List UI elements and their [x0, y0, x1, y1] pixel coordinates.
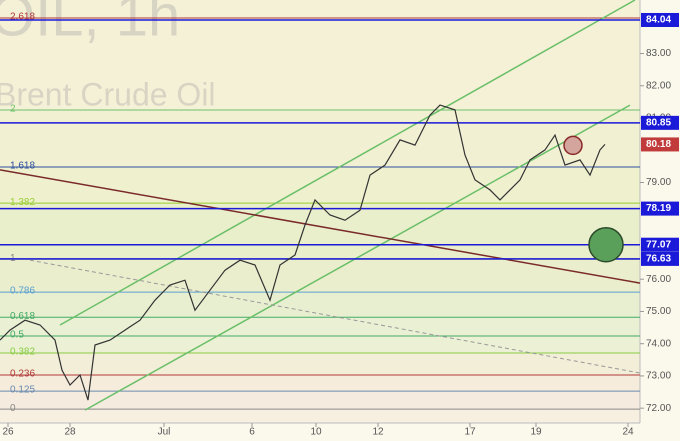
fib-band	[0, 317, 640, 336]
key-level-tag	[641, 251, 679, 266]
trend-line	[29, 259, 641, 374]
x-tick-label: 19	[530, 427, 542, 438]
fib-label: 0.5	[10, 330, 24, 341]
fib-band	[0, 353, 640, 375]
fib-label: 0.786	[10, 286, 35, 297]
fib-label: 0.125	[10, 385, 35, 396]
key-level-label: 78.19	[646, 203, 671, 214]
y-tick-label: 75.00	[646, 306, 671, 317]
key-level-tag	[641, 12, 679, 27]
marker-circle	[563, 135, 583, 156]
fib-band	[0, 391, 640, 410]
fib-label: 2	[10, 104, 16, 115]
x-tick-label: Jul	[158, 427, 171, 438]
x-tick-label: 12	[372, 427, 384, 438]
key-level-tag	[641, 237, 679, 252]
fib-label: 0.618	[10, 311, 35, 322]
fib-band	[0, 335, 640, 354]
x-tick-label: 6	[249, 427, 255, 438]
fib-label: 2.618	[10, 12, 35, 23]
key-level-label: 76.63	[646, 254, 671, 265]
watermark-subtitle: Brent Crude Oil	[0, 76, 216, 112]
x-tick-label: 17	[464, 427, 476, 438]
fib-band	[0, 109, 640, 168]
y-tick-label: 76.00	[646, 274, 671, 285]
key-level-tag	[641, 115, 679, 130]
key-level-tag	[641, 201, 679, 216]
key-level-label: 77.07	[646, 239, 671, 250]
last-price-tag	[641, 137, 679, 152]
marker-circle	[588, 226, 624, 263]
fib-label: 1.618	[10, 161, 35, 172]
fib-band	[0, 167, 640, 204]
price-line	[0, 104, 606, 401]
last-price-label: 80.18	[646, 139, 671, 150]
watermark-title: OIL, 1h	[0, 0, 180, 48]
y-tick-label: 83.00	[646, 48, 671, 59]
fib-label: 1.382	[10, 197, 35, 208]
x-tick-label: 26	[2, 427, 14, 438]
trend-line	[84, 104, 631, 411]
fib-band	[0, 374, 640, 392]
y-tick-label: 72.00	[646, 403, 671, 414]
x-tick-label: 10	[310, 427, 322, 438]
y-tick-label: 73.00	[646, 371, 671, 382]
trend-line	[59, 0, 636, 326]
fib-band	[0, 259, 640, 293]
fib-label: 0	[10, 403, 16, 414]
fib-band	[0, 203, 640, 260]
key-level-label: 84.04	[646, 15, 671, 26]
x-tick-label: 24	[622, 427, 634, 438]
y-tick-label: 79.00	[646, 177, 671, 188]
y-tick-label: 82.00	[646, 80, 671, 91]
x-tick-label: 28	[64, 427, 76, 438]
fib-band	[0, 409, 640, 423]
trend-line	[0, 169, 641, 284]
fib-label: 0.382	[10, 347, 35, 358]
key-level-label: 80.85	[646, 117, 671, 128]
fib-label: 0.236	[10, 369, 35, 380]
y-tick-label: 74.00	[646, 338, 671, 349]
fib-band	[0, 292, 640, 318]
